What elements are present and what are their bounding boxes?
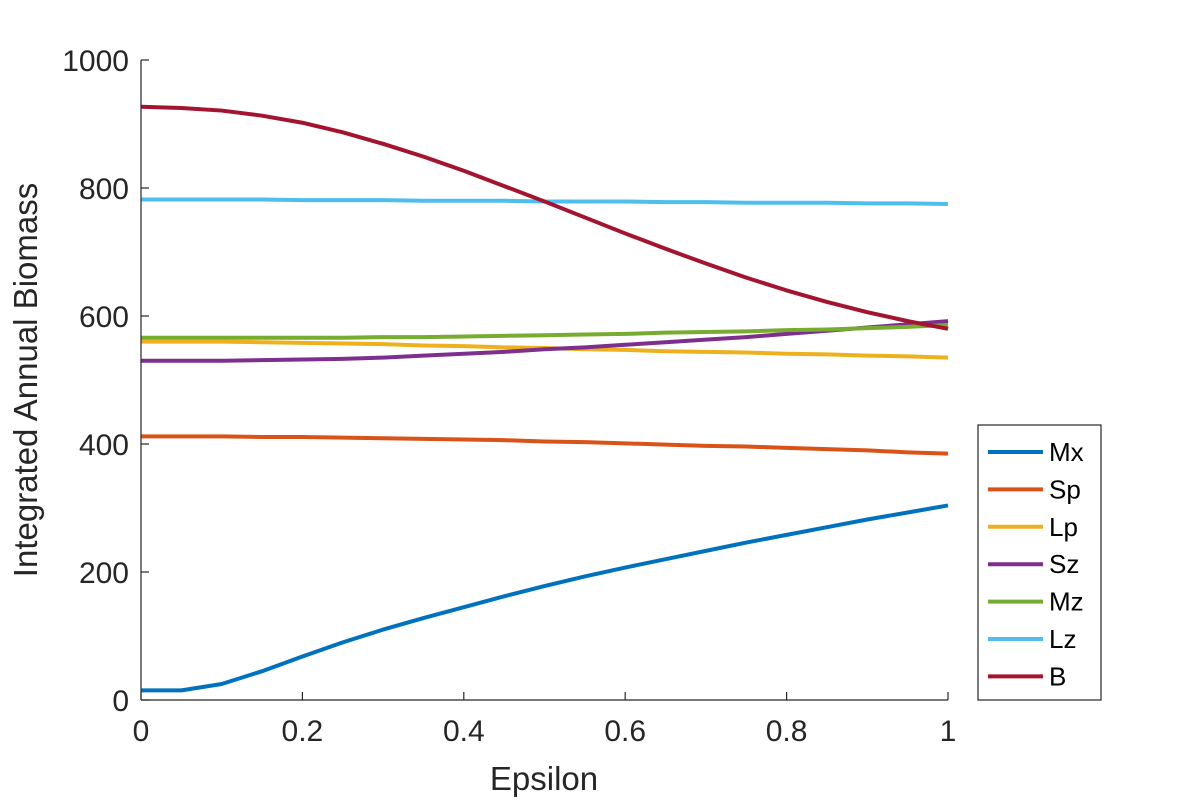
y-tick-label: 200 <box>79 557 129 590</box>
y-tick-label: 0 <box>112 685 129 718</box>
legend-items: Mx Sp Lp Sz Mz Lz B <box>988 437 1084 691</box>
legend-label: Mz <box>1049 587 1084 617</box>
legend-item-mz[interactable]: Mz <box>988 587 1084 617</box>
y-tick-label: 600 <box>79 301 129 334</box>
x-tick-label: 0.8 <box>766 715 808 748</box>
series-line-mx <box>141 503 949 693</box>
series-line-sz <box>141 319 949 363</box>
y-tick-label: 1000 <box>62 45 129 78</box>
legend-item-b[interactable]: B <box>988 661 1066 691</box>
plot-area: 0 0.2 0.4 0.6 0.8 1 0 200 400 600 800 1000 <box>62 45 956 748</box>
legend-label: Mx <box>1049 437 1084 467</box>
series-line-b <box>140 104 949 331</box>
series-line-mz <box>141 322 949 340</box>
x-tick-label: 1 <box>940 715 957 748</box>
series-line-sp <box>141 434 949 456</box>
legend[interactable]: Mx Sp Lp Sz Mz Lz B <box>977 424 1102 701</box>
x-tick-label: 0.2 <box>282 715 324 748</box>
legend-item-sp[interactable]: Sp <box>988 474 1081 504</box>
legend-item-lp[interactable]: Lp <box>988 512 1078 542</box>
legend-label: Lz <box>1049 624 1076 654</box>
y-tick-label: 400 <box>79 429 129 462</box>
legend-label: Sp <box>1049 474 1081 504</box>
legend-item-lz[interactable]: Lz <box>988 624 1076 654</box>
x-axis-ticks: 0 0.2 0.4 0.6 0.8 1 <box>133 692 957 748</box>
x-tick-label: 0 <box>133 715 150 748</box>
x-tick-label: 0.6 <box>604 715 646 748</box>
series-layer <box>140 104 949 693</box>
legend-item-mx[interactable]: Mx <box>988 437 1084 467</box>
y-axis-title: Integrated Annual Biomass <box>7 183 44 577</box>
legend-label: B <box>1049 661 1066 691</box>
y-axis-ticks: 0 200 400 600 800 1000 <box>62 45 149 718</box>
legend-label: Lp <box>1049 512 1078 542</box>
legend-item-sz[interactable]: Sz <box>988 549 1079 579</box>
x-tick-label: 0.4 <box>443 715 485 748</box>
y-tick-label: 800 <box>79 173 129 206</box>
x-axis-title: Epsilon <box>490 760 598 797</box>
legend-label: Sz <box>1049 549 1079 579</box>
